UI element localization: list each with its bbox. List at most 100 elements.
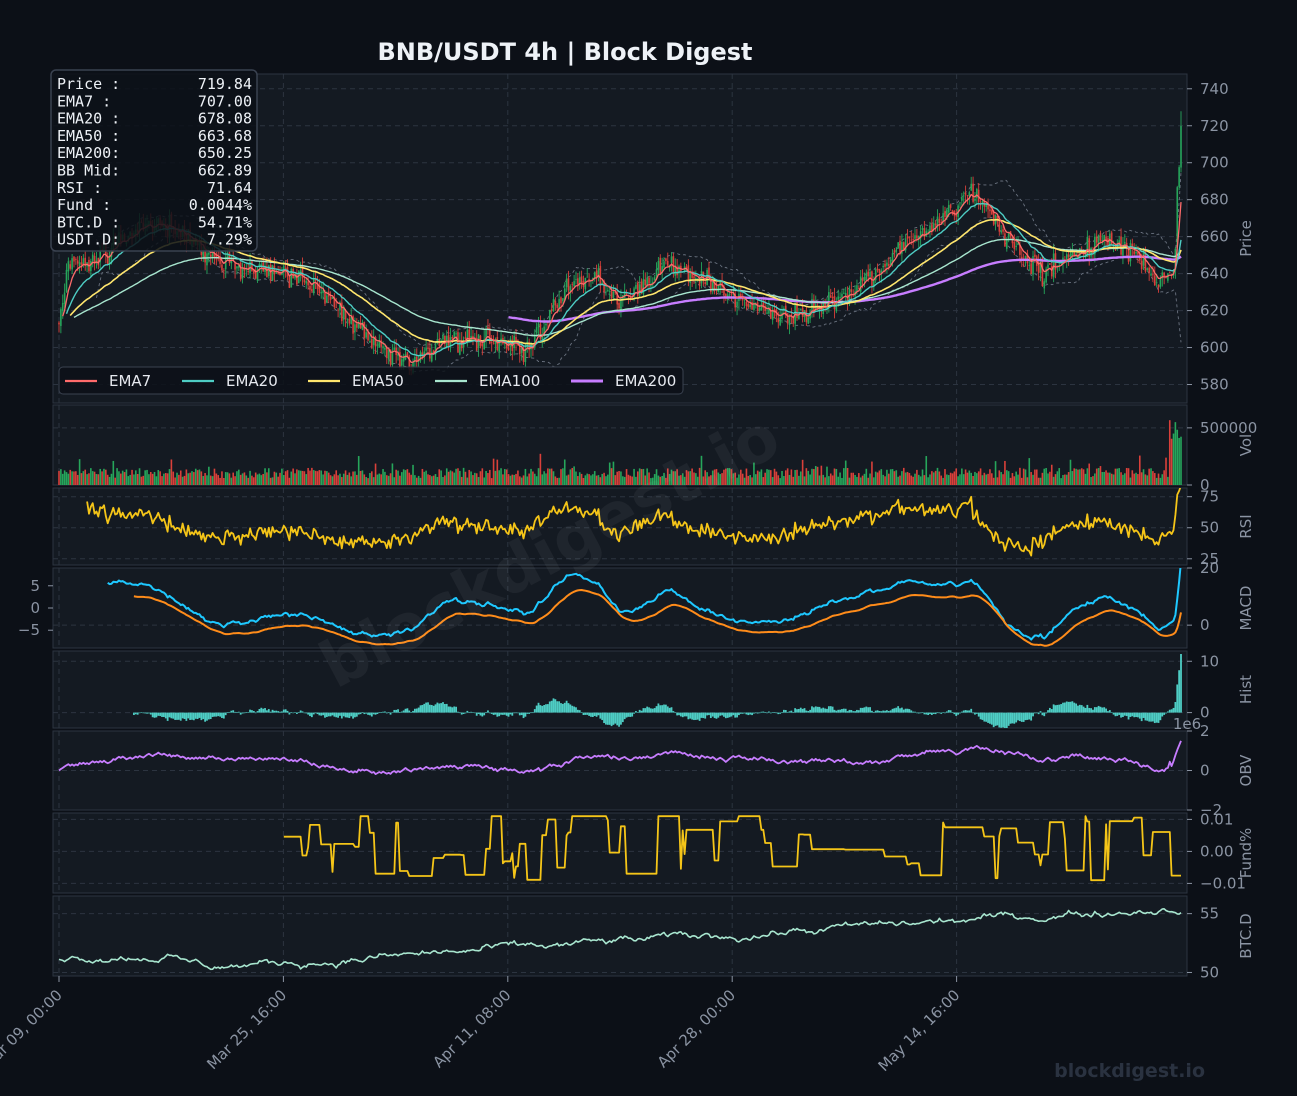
hist-bar <box>185 712 188 721</box>
volume-bar <box>470 471 472 485</box>
candle-body <box>554 300 557 306</box>
candle-body <box>646 277 648 287</box>
candle-body <box>769 310 772 319</box>
hist-bar <box>856 709 858 713</box>
hist-bar <box>689 712 692 719</box>
hist-bar <box>784 710 787 713</box>
volume-bar <box>726 468 729 485</box>
volume-bar <box>138 468 141 485</box>
panel-funding-frame <box>52 812 1188 894</box>
volume-bar <box>305 474 308 485</box>
hist-bar <box>951 712 954 713</box>
hist-bar <box>443 704 446 713</box>
volume-bar <box>314 470 317 485</box>
hist-bar <box>653 708 656 713</box>
volume-bar <box>552 471 555 485</box>
hist-bar <box>159 712 162 717</box>
hist-bar <box>284 709 287 713</box>
candle-body <box>962 195 965 197</box>
volume-bar <box>253 477 255 485</box>
volume-bar <box>380 474 382 485</box>
volume-bar <box>758 471 761 485</box>
volume-bar <box>876 472 879 485</box>
hist-bar <box>434 704 437 713</box>
hist-bar <box>1056 704 1059 713</box>
candle-body <box>618 302 620 309</box>
volume-bar <box>438 469 441 485</box>
candle-body <box>1148 267 1150 273</box>
volume-bar <box>142 475 145 485</box>
candle-body <box>794 303 796 324</box>
hist-bar <box>715 712 718 719</box>
candle-body <box>382 346 384 349</box>
candle-body <box>520 347 523 353</box>
volume-bar <box>1176 429 1179 485</box>
volume-bar <box>786 468 789 485</box>
hist-bar <box>635 711 637 713</box>
hist-bar <box>247 712 250 713</box>
volume-bar <box>106 474 109 485</box>
candle-body <box>430 351 433 362</box>
candle-body <box>406 352 409 358</box>
volume-bar <box>509 475 512 485</box>
candle-body <box>230 258 233 264</box>
candle-body <box>798 314 800 319</box>
volume-bar <box>635 476 637 485</box>
candle-body <box>560 297 562 304</box>
panel-vol-frame <box>52 404 1188 486</box>
volume-bar <box>116 468 118 485</box>
hist-bar <box>1032 712 1034 717</box>
volume-bar <box>1105 470 1107 485</box>
volume-bar <box>987 473 989 485</box>
volume-bar <box>565 475 568 485</box>
hist-bar <box>709 712 712 719</box>
hist-bar <box>610 712 613 727</box>
hist-bar <box>915 712 918 714</box>
hist-bar <box>827 706 830 713</box>
candle-body <box>444 335 446 344</box>
volume-bar <box>571 467 574 485</box>
hist-bar <box>1092 709 1094 713</box>
hist-bar <box>936 712 939 714</box>
volume-bar <box>681 473 684 485</box>
hist-bar <box>1022 712 1025 722</box>
legend-frame <box>58 366 684 395</box>
volume-bar <box>277 476 279 485</box>
hist-bar <box>1047 710 1049 713</box>
volume-bar <box>859 477 862 485</box>
candle-body <box>659 257 662 274</box>
candle-body <box>457 332 459 353</box>
candle-body <box>451 337 454 339</box>
candle-body <box>887 263 890 267</box>
y-tick-label: 700 <box>1200 154 1229 172</box>
candle-body <box>352 316 354 334</box>
volume-bar <box>788 474 791 485</box>
candle-body <box>931 224 933 231</box>
candle-body <box>453 331 456 338</box>
hist-bar <box>266 710 268 713</box>
volume-bar <box>460 476 463 485</box>
volume-bar <box>794 470 796 485</box>
hist-bar <box>1088 707 1091 713</box>
hist-bar <box>575 707 577 713</box>
hist-bar <box>895 707 898 713</box>
hist-bar <box>807 710 810 713</box>
volume-bar <box>348 472 351 485</box>
hist-bar <box>1062 702 1064 713</box>
candle-body <box>108 255 111 265</box>
volume-bar <box>60 469 62 485</box>
volume-bar <box>906 471 909 485</box>
volume-bar <box>962 474 965 485</box>
hist-bar <box>346 712 349 718</box>
hist-bar <box>796 709 798 713</box>
hist-bar <box>977 712 980 717</box>
volume-bar <box>873 477 875 485</box>
candle-body <box>874 269 877 281</box>
candle-body <box>768 307 770 314</box>
hist-bar <box>1123 712 1126 716</box>
hist-bar <box>563 702 566 713</box>
volume-bar <box>1054 474 1057 485</box>
volume-bar <box>940 475 943 485</box>
candle-body <box>884 263 886 267</box>
